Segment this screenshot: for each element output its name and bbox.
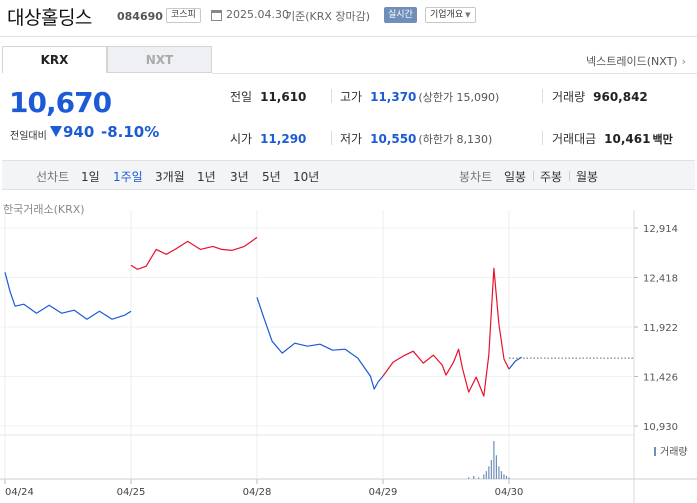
- stat-value: 11,370: [370, 90, 417, 104]
- stat-value: 11,290: [260, 132, 307, 146]
- change-value: 940: [63, 123, 95, 141]
- divider: [331, 131, 332, 145]
- nextrade-link[interactable]: 넥스트레이드(NXT) ›: [586, 53, 686, 69]
- volume-swatch: [654, 447, 656, 456]
- stat-label: 저가: [340, 132, 363, 146]
- stat-label: 전일: [230, 90, 253, 104]
- stat-value: 10,461: [604, 132, 651, 146]
- company-overview-button[interactable]: 기업개요 ▼: [425, 7, 476, 23]
- divider: [331, 89, 332, 103]
- divider: [542, 89, 543, 103]
- stat-prev-close: 전일 11,610: [230, 88, 306, 105]
- candle-weekly[interactable]: 주봉: [540, 170, 563, 184]
- x-tick-label: 04/25: [117, 487, 146, 498]
- lower-limit: (하한가 8,130): [418, 133, 493, 146]
- period-toolbar: 선차트 1일 1주일 3개월 1년 3년 5년 10년 봉차트 일봉 주봉 월봉: [2, 160, 695, 190]
- stat-label: 거래대금: [552, 132, 597, 146]
- tab-nxt[interactable]: NXT: [107, 46, 212, 73]
- nextrade-link-label: 넥스트레이드(NXT): [586, 55, 678, 68]
- stat-value: 11,610: [260, 90, 307, 104]
- stat-value: 960,842: [593, 90, 648, 104]
- stat-volume: 거래량 960,842: [552, 88, 648, 105]
- stat-label: 거래량: [552, 90, 586, 104]
- chevron-right-icon: ›: [681, 55, 686, 68]
- volume-bar: [508, 477, 510, 479]
- divider: [0, 36, 697, 37]
- chevron-down-icon: ▼: [465, 11, 471, 19]
- volume-bar: [478, 477, 480, 479]
- candle-daily[interactable]: 일봉: [504, 170, 527, 184]
- period-1d[interactable]: 1일: [81, 170, 100, 184]
- y-tick-label: 11,426: [643, 373, 678, 384]
- period-3m[interactable]: 3개월: [155, 170, 185, 184]
- period-1y[interactable]: 1년: [197, 170, 216, 184]
- stat-unit: 백만: [652, 133, 673, 146]
- change-percent: -8.10%: [101, 123, 160, 141]
- stat-high: 고가 11,370 (상한가 15,090): [340, 88, 499, 105]
- divider: [569, 171, 570, 181]
- volume-bar: [500, 471, 503, 479]
- stock-header: 대상홀딩스 084690 코스피 2025.04.30 기준(KRX 장마감) …: [0, 0, 697, 32]
- period-5y[interactable]: 5년: [262, 170, 281, 184]
- company-name: 대상홀딩스: [7, 7, 92, 29]
- volume-legend: 거래량: [654, 443, 688, 458]
- price-series-3: [382, 267, 510, 397]
- x-tick-label: 04/30: [495, 487, 524, 498]
- stat-low: 저가 10,550 (하한가 8,130): [340, 130, 492, 147]
- stat-value: 10,550: [370, 132, 417, 146]
- y-tick-label: 11,922: [643, 323, 678, 334]
- tab-krx[interactable]: KRX: [2, 46, 107, 73]
- chart-source: 한국거래소(KRX): [3, 203, 85, 216]
- volume-bar: [488, 466, 490, 479]
- quote-date: 2025.04.30: [226, 8, 289, 21]
- change-label: 전일대비: [10, 131, 47, 142]
- y-tick-label: 10,930: [643, 422, 678, 433]
- stock-code: 084690: [117, 10, 163, 23]
- stat-label: 고가: [340, 90, 363, 104]
- x-tick-label: 04/28: [243, 487, 272, 498]
- candle-monthly[interactable]: 월봉: [576, 170, 599, 184]
- calendar-icon: [211, 10, 222, 21]
- period-10y[interactable]: 10년: [293, 170, 320, 184]
- line-chart-label: 선차트: [36, 170, 70, 184]
- price-series-2: [256, 297, 384, 390]
- volume-bar: [473, 475, 475, 479]
- volume-bar: [495, 455, 497, 479]
- y-tick-label: 12,914: [643, 224, 678, 235]
- volume-bar: [505, 475, 508, 479]
- company-overview-label: 기업개요: [430, 10, 464, 20]
- period-1w[interactable]: 1주일: [113, 170, 143, 184]
- volume-bar: [503, 474, 505, 479]
- price-series-1: [130, 236, 258, 270]
- market-badge: 코스피: [166, 8, 201, 23]
- volume-bar: [498, 466, 500, 479]
- down-arrow-icon: [50, 126, 62, 137]
- realtime-badge[interactable]: 실시간: [384, 7, 417, 23]
- price-chart[interactable]: 12,914 12,418 11,922 11,426 10,930 04/24 04/25…: [0, 210, 697, 503]
- current-price: 10,670: [9, 86, 112, 119]
- x-tick-label: 04/24: [5, 487, 34, 498]
- price-series-4: [508, 356, 522, 370]
- period-3y[interactable]: 3년: [230, 170, 249, 184]
- volume-bar: [493, 441, 495, 479]
- quote-basis: 기준(KRX 장마감): [285, 10, 371, 23]
- y-tick-label: 12,418: [643, 274, 678, 285]
- volume-bar: [483, 474, 485, 479]
- divider: [212, 73, 697, 74]
- price-series-0: [4, 272, 132, 320]
- stat-open: 시가 11,290: [230, 130, 306, 147]
- x-tick-label: 04/29: [369, 487, 398, 498]
- volume-legend-label: 거래량: [660, 447, 688, 458]
- stat-label: 시가: [230, 132, 253, 146]
- volume-bar: [485, 471, 487, 479]
- divider: [533, 171, 534, 181]
- candle-chart-label: 봉차트: [459, 170, 493, 184]
- stat-amount: 거래대금 10,461 백만: [552, 130, 673, 147]
- volume-bar: [490, 460, 492, 479]
- upper-limit: (상한가 15,090): [418, 91, 500, 104]
- volume-bar: [468, 477, 470, 479]
- divider: [542, 131, 543, 145]
